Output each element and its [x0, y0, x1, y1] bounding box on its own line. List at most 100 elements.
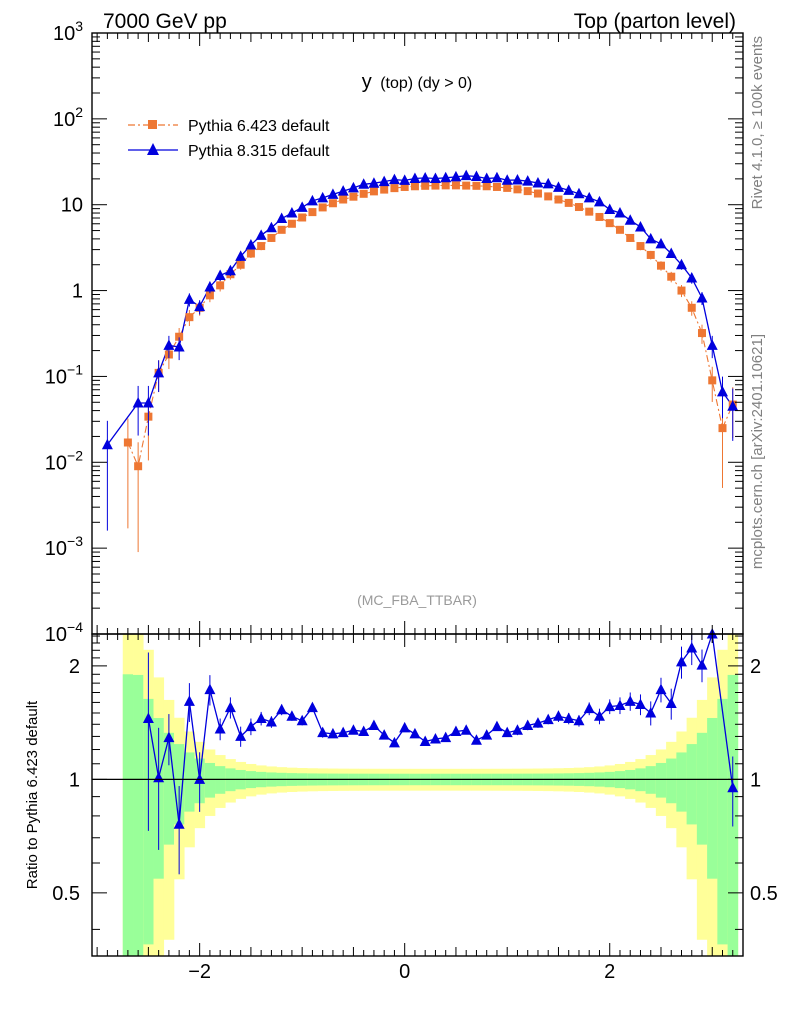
- y-tick-label: 10−1: [45, 361, 83, 388]
- data-point-pythia6: [564, 198, 573, 207]
- ratio-series: [142, 628, 739, 875]
- data-point-pythia8: [265, 221, 277, 233]
- data-point-pythia6: [626, 233, 635, 242]
- ratio-point: [665, 697, 677, 708]
- ratio-point: [696, 659, 708, 670]
- y-tick-label-exponent: 2: [75, 104, 83, 120]
- data-point-pythia8: [153, 366, 165, 378]
- ratio-point: [204, 683, 216, 695]
- data-point-pythia8: [358, 178, 370, 189]
- ratio-band-inner: [204, 762, 216, 798]
- data-point-pythia8: [522, 175, 534, 186]
- ratio-point: [224, 701, 236, 713]
- data-point-pythia6: [277, 225, 286, 234]
- y-tick-label-exponent: 3: [75, 18, 83, 34]
- data-point-pythia6: [636, 242, 645, 251]
- ratio-point: [142, 712, 154, 724]
- data-point-pythia8: [306, 194, 318, 206]
- ratio-point: [440, 731, 452, 743]
- ratio-point: [337, 726, 349, 738]
- data-point-pythia8: [337, 185, 349, 196]
- ratio-point: [296, 714, 308, 726]
- ratio-point: [245, 720, 257, 732]
- ratio-point: [624, 695, 636, 706]
- plot-title-main: y: [362, 71, 372, 93]
- side-label-source: mcplots.cern.ch [arXiv:2401.10621]: [749, 334, 766, 569]
- legend: Pythia 6.423 default Pythia 8.315 defaul…: [128, 118, 330, 160]
- data-point-pythia8: [440, 171, 452, 183]
- ratio-point: [399, 721, 411, 733]
- ratio-point: [429, 732, 441, 744]
- data-point-pythia6: [697, 329, 706, 338]
- ratio-point: [388, 736, 400, 748]
- ratio-point: [409, 727, 421, 739]
- y-tick-label: 10−3: [45, 533, 83, 560]
- x-tick-label: −2: [188, 961, 211, 983]
- ratio-point: [368, 719, 380, 730]
- y-tick-label-base: 10: [53, 109, 75, 131]
- ratio-point: [214, 723, 226, 734]
- data-point-pythia8: [276, 212, 288, 224]
- ratio-point: [491, 720, 503, 732]
- data-point-pythia6: [441, 181, 450, 190]
- ratio-tick-label-right: 0.5: [750, 883, 778, 905]
- data-point-pythia6: [400, 182, 409, 191]
- ratio-point: [347, 724, 359, 735]
- data-point-pythia6: [236, 260, 245, 269]
- y-tick-label-base: 10: [61, 195, 83, 217]
- data-point-pythia8: [409, 172, 421, 183]
- data-point-pythia8: [429, 172, 441, 183]
- ratio-point: [255, 712, 267, 724]
- data-point-pythia6: [246, 249, 255, 258]
- y-tick-label: 102: [53, 104, 83, 131]
- data-point-pythia8: [255, 229, 267, 240]
- y-tick-label-base: 10: [53, 23, 75, 45]
- ratio-point: [419, 735, 431, 747]
- ratio-point: [481, 729, 493, 740]
- ratio-point: [194, 773, 206, 784]
- ratio-point: [183, 695, 195, 706]
- data-point-pythia6: [175, 332, 184, 341]
- data-point-pythia6: [605, 219, 614, 228]
- ratio-point: [450, 725, 462, 736]
- data-point-pythia6: [503, 183, 512, 192]
- data-point-pythia8: [563, 184, 575, 195]
- y-tick-label-exponent: −3: [67, 533, 83, 549]
- data-point-pythia8: [727, 400, 739, 411]
- y-tick-label: 10−4: [45, 619, 83, 646]
- ratio-band-inner: [163, 732, 175, 845]
- data-point-pythia8: [450, 170, 462, 182]
- ratio-point: [604, 700, 616, 712]
- data-point-pythia8: [214, 269, 226, 280]
- ratio-point: [306, 701, 318, 713]
- ratio-point: [675, 655, 687, 667]
- ratio-point: [378, 729, 390, 740]
- x-tick-label: 0: [399, 961, 410, 983]
- data-point-pythia6: [667, 272, 676, 281]
- data-point-pythia6: [533, 189, 542, 198]
- y-tick-label: 10−2: [45, 447, 83, 474]
- ratio-point: [573, 714, 585, 726]
- data-point-pythia6: [134, 462, 143, 471]
- plot-title: y (top) (dy > 0): [362, 71, 472, 93]
- data-point-pythia8: [645, 232, 657, 244]
- data-point-pythia8: [101, 438, 113, 450]
- ratio-tick-label-left: 2: [69, 656, 80, 678]
- data-point-pythia8: [296, 201, 308, 212]
- data-point-pythia6: [595, 212, 604, 221]
- data-point-pythia6: [328, 199, 337, 208]
- data-point-pythia6: [205, 291, 214, 300]
- data-point-pythia6: [687, 303, 696, 312]
- x-tick-label: 2: [604, 961, 615, 983]
- data-point-pythia8: [347, 181, 359, 193]
- legend-entry-pythia8: Pythia 8.315 default: [128, 143, 330, 160]
- data-point-pythia8: [696, 291, 708, 303]
- data-point-pythia6: [123, 438, 132, 447]
- data-point-pythia6: [257, 242, 266, 251]
- data-point-pythia6: [574, 203, 583, 212]
- ratio-band-inner: [717, 698, 728, 945]
- y-tick-label-base: 1: [72, 281, 83, 303]
- data-point-pythia8: [542, 177, 554, 189]
